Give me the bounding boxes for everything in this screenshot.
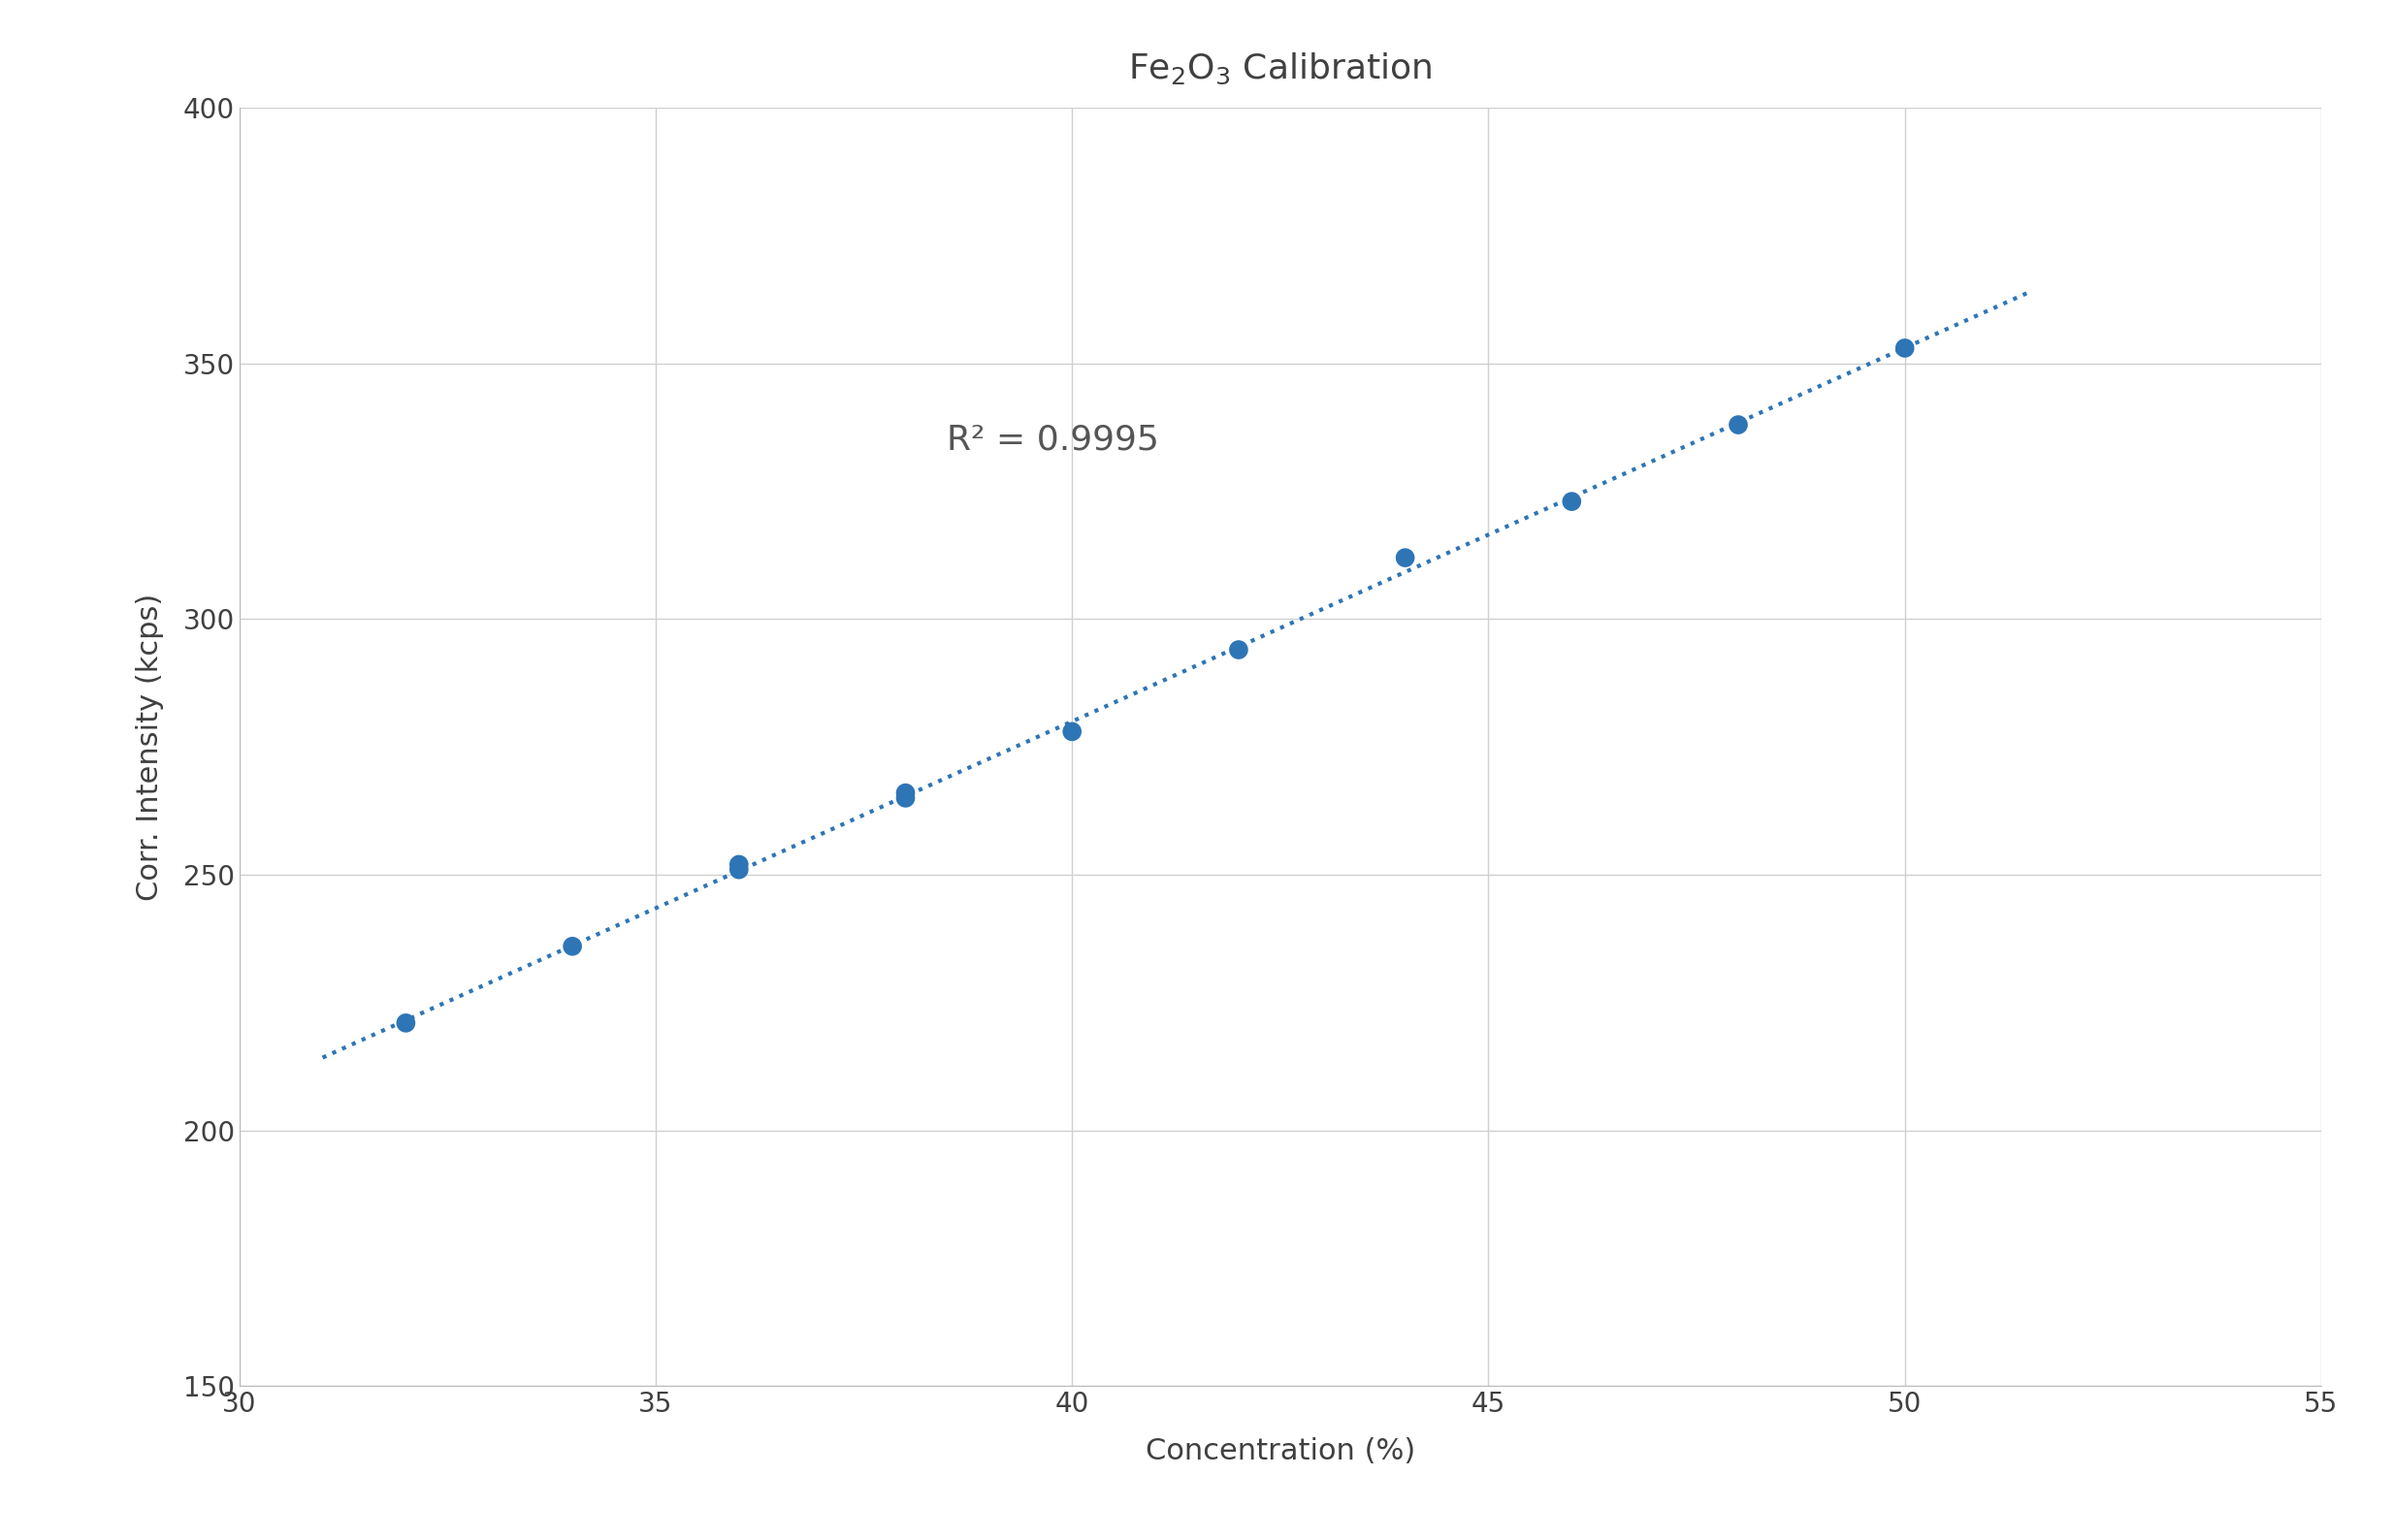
Point bbox=[553, 933, 591, 958]
Point bbox=[1718, 413, 1756, 437]
Point bbox=[885, 785, 924, 810]
Text: R² = 0.9995: R² = 0.9995 bbox=[948, 424, 1161, 457]
Title: Fe$_2$O$_3$ Calibration: Fe$_2$O$_3$ Calibration bbox=[1129, 51, 1431, 86]
Point bbox=[1386, 545, 1424, 570]
Point bbox=[720, 858, 759, 882]
Point bbox=[1053, 719, 1091, 744]
Point bbox=[885, 781, 924, 805]
Point bbox=[1220, 638, 1259, 662]
Y-axis label: Corr. Intensity (kcps): Corr. Intensity (kcps) bbox=[136, 593, 165, 901]
X-axis label: Concentration (%): Concentration (%) bbox=[1146, 1437, 1414, 1465]
Point bbox=[1886, 336, 1924, 360]
Point bbox=[388, 1010, 426, 1035]
Point bbox=[720, 852, 759, 876]
Point bbox=[1553, 490, 1591, 514]
